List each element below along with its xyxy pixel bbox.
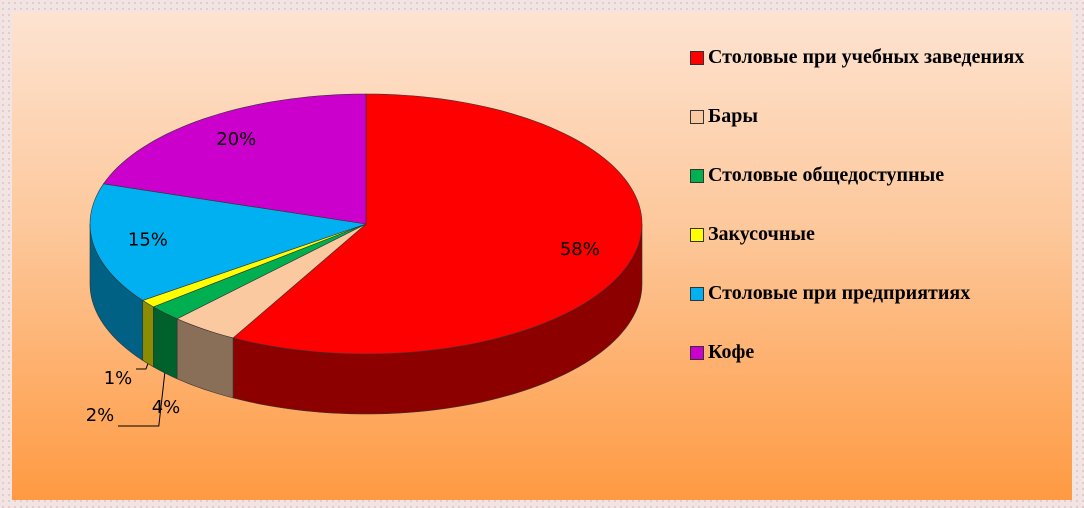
legend-label: Столовые при предприятиях xyxy=(708,282,971,304)
legend-label: Бары xyxy=(708,105,758,127)
data-label: 58% xyxy=(560,239,600,260)
slice xyxy=(89,183,367,301)
data-label: 4% xyxy=(152,397,181,418)
legend-swatch xyxy=(690,287,704,301)
leader-line xyxy=(118,372,166,427)
legend: Столовые при учебных заведениях Бары Столо… xyxy=(690,44,1065,398)
slice xyxy=(176,223,367,339)
legend-label: Столовые общедоступные xyxy=(708,164,945,186)
legend-item: Бары xyxy=(690,103,1065,129)
legend-label: Кофе xyxy=(708,341,755,363)
legend-swatch xyxy=(690,169,704,183)
legend-item: Столовые общедоступные xyxy=(690,162,1065,188)
data-label: 2% xyxy=(86,405,115,426)
legend-label: Закусочные xyxy=(708,223,815,245)
legend-item: Кофе xyxy=(690,339,1065,365)
slice xyxy=(232,93,643,355)
data-label: 1% xyxy=(104,368,133,389)
slice-side xyxy=(153,306,178,380)
data-label: 15% xyxy=(128,229,168,250)
legend-swatch xyxy=(690,228,704,242)
legend-swatch xyxy=(690,346,704,360)
legend-item: Столовые при учебных заведениях xyxy=(690,44,1065,70)
legend-label: Столовые при учебных заведениях xyxy=(708,46,1025,68)
legend-item: Закусочные xyxy=(690,221,1065,247)
data-label: 20% xyxy=(216,129,256,150)
legend-swatch xyxy=(690,51,704,65)
legend-item: Столовые при предприятиях xyxy=(690,280,1065,306)
slice-side xyxy=(142,299,154,368)
legend-swatch xyxy=(690,110,704,124)
leader-line xyxy=(136,363,149,370)
slice xyxy=(102,93,367,225)
